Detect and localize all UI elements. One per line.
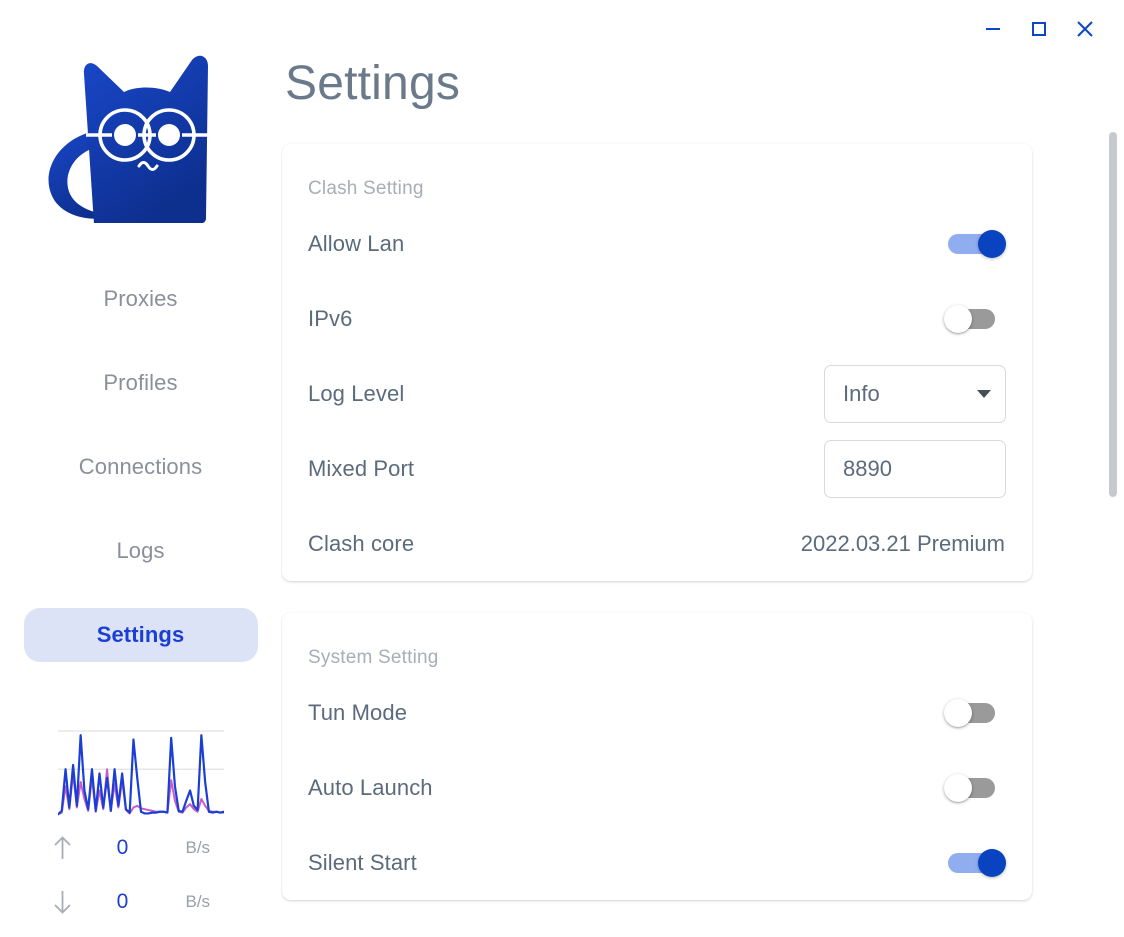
sidebar-nav: Proxies Profiles Connections Logs Settin… xyxy=(0,272,281,662)
setting-label: Clash core xyxy=(308,530,415,556)
arrow-down-icon xyxy=(48,889,78,915)
sidebar-item-label: Proxies xyxy=(103,286,178,311)
vertical-scrollbar[interactable] xyxy=(1109,132,1117,497)
sidebar-item-profiles[interactable]: Profiles xyxy=(24,356,258,410)
upload-speed-unit: B/s xyxy=(185,838,211,857)
sidebar-item-settings[interactable]: Settings xyxy=(23,608,258,662)
system-setting-card: System Setting Tun Mode Auto Launch xyxy=(282,613,1032,900)
sidebar-item-logs[interactable]: Logs xyxy=(24,524,258,578)
app-logo xyxy=(26,10,256,230)
setting-row-auto-launch: Auto Launch xyxy=(308,750,1006,825)
setting-label: Tun Mode xyxy=(308,699,408,725)
chevron-down-icon xyxy=(977,389,991,398)
sidebar: Proxies Profiles Connections Logs Settin… xyxy=(0,0,281,937)
setting-row-clash-core: Clash core 2022.03.21 Premium xyxy=(308,506,1006,581)
clash-core-version: 2022.03.21 Premium xyxy=(800,530,1005,556)
toggle-thumb xyxy=(978,848,1006,877)
upload-speed-value: 0 xyxy=(116,836,129,859)
setting-row-silent-start: Silent Start xyxy=(308,825,1006,900)
main-content: Settings Clash Setting Allow Lan IPv6 xyxy=(281,0,1124,937)
sidebar-item-label: Profiles xyxy=(103,370,178,395)
toggle-thumb xyxy=(944,304,972,333)
toggle-thumb xyxy=(944,698,972,727)
arrow-up-icon xyxy=(48,835,78,861)
window-controls xyxy=(970,0,1124,58)
upload-stat-row: 0 B/s xyxy=(48,821,234,875)
close-button[interactable] xyxy=(1062,6,1108,52)
settings-scroll-area: Clash Setting Allow Lan IPv6 xyxy=(281,122,1124,937)
silent-start-toggle[interactable] xyxy=(944,844,1006,882)
setting-label: Log Level xyxy=(308,380,405,406)
page-title: Settings xyxy=(285,57,461,110)
allow-lan-toggle[interactable] xyxy=(944,225,1006,263)
clash-setting-card: Clash Setting Allow Lan IPv6 xyxy=(282,144,1032,581)
sidebar-item-proxies[interactable]: Proxies xyxy=(24,272,258,326)
minimize-button[interactable] xyxy=(970,6,1016,52)
ipv6-toggle[interactable] xyxy=(944,300,1006,338)
card-section-label: System Setting xyxy=(308,647,439,668)
maximize-button[interactable] xyxy=(1016,6,1062,52)
sidebar-item-label: Connections xyxy=(78,454,203,479)
setting-label: Auto Launch xyxy=(308,774,433,800)
sidebar-item-label: Settings xyxy=(96,622,185,647)
download-stat-row: 0 B/s xyxy=(48,875,234,929)
traffic-widget: 0 B/s 0 B/s xyxy=(0,725,281,929)
log-level-select[interactable]: Info xyxy=(824,364,1006,423)
traffic-sparkline-chart xyxy=(57,730,224,816)
toggle-thumb xyxy=(944,773,972,802)
setting-label: Silent Start xyxy=(308,849,417,875)
setting-label: IPv6 xyxy=(308,305,353,331)
download-speed-value: 0 xyxy=(116,890,129,913)
download-speed-unit: B/s xyxy=(185,892,211,911)
setting-row-ipv6: IPv6 xyxy=(308,281,1006,356)
sidebar-item-connections[interactable]: Connections xyxy=(24,440,258,494)
tun-mode-toggle[interactable] xyxy=(944,694,1006,732)
setting-row-mixed-port: Mixed Port 8890 xyxy=(308,431,1006,506)
sidebar-item-label: Logs xyxy=(116,538,165,563)
setting-label: Allow Lan xyxy=(308,230,405,256)
toggle-thumb xyxy=(978,229,1006,258)
setting-row-tun-mode: Tun Mode xyxy=(308,675,1006,750)
setting-row-log-level: Log Level Info xyxy=(308,356,1006,431)
log-level-value: Info xyxy=(843,380,880,406)
mixed-port-value: 8890 xyxy=(843,455,892,481)
auto-launch-toggle[interactable] xyxy=(944,769,1006,807)
setting-row-allow-lan: Allow Lan xyxy=(308,206,1006,281)
card-section-label: Clash Setting xyxy=(308,178,424,199)
mixed-port-input[interactable]: 8890 xyxy=(824,439,1006,498)
setting-label: Mixed Port xyxy=(308,455,415,481)
